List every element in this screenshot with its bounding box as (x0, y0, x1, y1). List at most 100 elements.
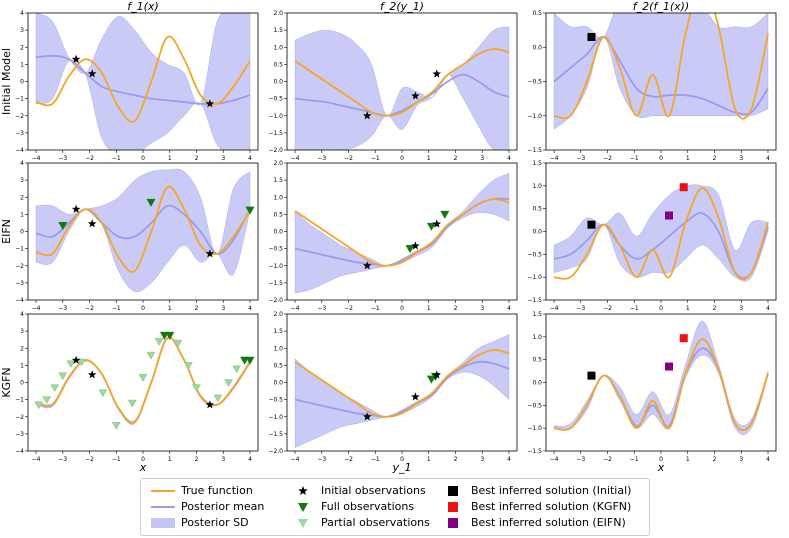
plot-area (553, 184, 769, 282)
y-tick-label: −1.5 (527, 147, 542, 154)
best-initial-marker (587, 220, 596, 229)
y-tick-label: −2 (15, 263, 24, 270)
x-tick-label: −4 (550, 456, 559, 463)
legend-label: Partial observations (321, 516, 430, 529)
y-tick-label: 4 (20, 311, 24, 318)
x-tick-label: 3 (480, 456, 484, 463)
x-tick-label: 2 (454, 305, 458, 312)
partial-observation-marker (213, 394, 223, 403)
x-tick-label: 3 (221, 155, 225, 162)
y-tick-label: 0.5 (532, 357, 542, 364)
y-tick-label: 1.5 (532, 311, 542, 318)
column-title-1: f_2(y_1) (380, 0, 424, 13)
x-tick-label: 1 (686, 456, 690, 463)
x-tick-label: 0 (659, 456, 663, 463)
true-function-line (553, 187, 769, 281)
legend-triangle (298, 519, 308, 528)
legend-star (298, 486, 308, 496)
legend-symbol-line (151, 490, 175, 492)
posterior-sd-band (294, 26, 510, 150)
row-label-2: KGFN (0, 367, 13, 397)
x-tick-label: 2 (713, 305, 717, 312)
column-title-2: f_2(f_1(x)) (633, 0, 689, 13)
y-tick-label: 1.0 (532, 334, 542, 341)
y-tick-label: 1.5 (532, 160, 542, 167)
y-tick-label: 1.5 (273, 177, 283, 184)
true-function-line (294, 198, 510, 267)
x-tick-label: −2 (344, 305, 353, 312)
y-tick-label: −1 (15, 246, 24, 253)
x-tick-label: −4 (291, 456, 300, 463)
panel-r2-c1: −4 −3 −2 −1 0 1 2 3 4 −2.0 −1.5 −1.0 −0.5 0.0 0.5 1.0 1.… (268, 311, 518, 463)
true-function-line (35, 336, 251, 424)
x-tick-label: −4 (291, 305, 300, 312)
x-label-0: x (139, 461, 147, 474)
true-function-line (553, 13, 769, 120)
y-tick-label: −1.0 (527, 274, 542, 281)
x-tick-label: −3 (317, 305, 326, 312)
x-tick-label: 3 (221, 305, 225, 312)
x-tick-label: −3 (576, 456, 585, 463)
x-tick-label: 2 (713, 155, 717, 162)
legend-symbol-square (448, 486, 458, 496)
legend-label: Best inferred solution (Initial) (471, 484, 632, 497)
x-tick-label: 4 (507, 456, 511, 463)
partial-observation-marker (98, 389, 108, 398)
x-tick-label: −4 (291, 155, 300, 162)
y-tick-label: 2.0 (273, 311, 283, 318)
initial-observation-marker (362, 412, 372, 421)
true-function-line (294, 349, 510, 418)
posterior-sd-band (35, 13, 251, 150)
x-tick-label: 0 (141, 456, 145, 463)
y-tick-label: 1 (20, 362, 24, 369)
x-tick-label: 4 (766, 305, 770, 312)
x-tick-label: −2 (344, 155, 353, 162)
best-eifn-marker (665, 362, 674, 371)
y-tick-label: −0.5 (527, 79, 542, 86)
partial-observation-marker (58, 372, 68, 381)
legend-label: Full observations (321, 500, 415, 513)
row-label-1: EIFN (0, 219, 13, 244)
x-tick-label: −1 (371, 456, 380, 463)
x-tick-label: −2 (603, 456, 612, 463)
x-tick-label: −3 (58, 155, 67, 162)
y-tick-label: 3 (20, 328, 24, 335)
legend-label: Best inferred solution (EIFN) (471, 516, 626, 529)
legend-symbol-square (448, 518, 458, 528)
full-observation-marker (58, 222, 68, 231)
initial-observation-marker (362, 261, 372, 270)
x-tick-label: 1 (427, 305, 431, 312)
legend-symbol-triangle (298, 503, 308, 512)
y-tick-label: 3 (20, 177, 24, 184)
y-tick-label: −3 (15, 431, 24, 438)
y-tick-label: 1.0 (273, 44, 283, 51)
y-tick-label: 0.5 (273, 211, 283, 218)
y-tick-label: −1.0 (268, 113, 283, 120)
full-observation-marker (146, 198, 156, 207)
x-tick-label: −4 (550, 305, 559, 312)
full-observation-marker (245, 206, 255, 215)
x-tick-label: −1 (630, 305, 639, 312)
posterior-mean-line (294, 360, 510, 418)
x-tick-label: 4 (248, 155, 252, 162)
legend-square (448, 502, 458, 512)
true-function-line (35, 35, 251, 123)
y-tick-label: 0.0 (532, 380, 542, 387)
y-tick-label: 0.0 (273, 380, 283, 387)
y-tick-label: 2 (20, 345, 24, 352)
x-tick-label: 0 (659, 305, 663, 312)
legend-symbol-star (298, 486, 308, 496)
x-tick-label: 1 (427, 155, 431, 162)
partial-observation-marker (127, 399, 137, 408)
y-tick-label: −2.0 (268, 297, 283, 304)
x-tick-label: −3 (576, 305, 585, 312)
partial-observation-marker (111, 422, 121, 430)
best-eifn-marker (665, 211, 674, 220)
x-tick-label: −4 (32, 456, 41, 463)
y-tick-label: −2 (15, 113, 24, 120)
initial-observation-marker (87, 219, 97, 228)
posterior-sd-band (294, 334, 510, 448)
y-tick-label: −0.5 (268, 246, 283, 253)
initial-observation-marker (411, 241, 420, 250)
partial-observation-marker (146, 351, 156, 360)
